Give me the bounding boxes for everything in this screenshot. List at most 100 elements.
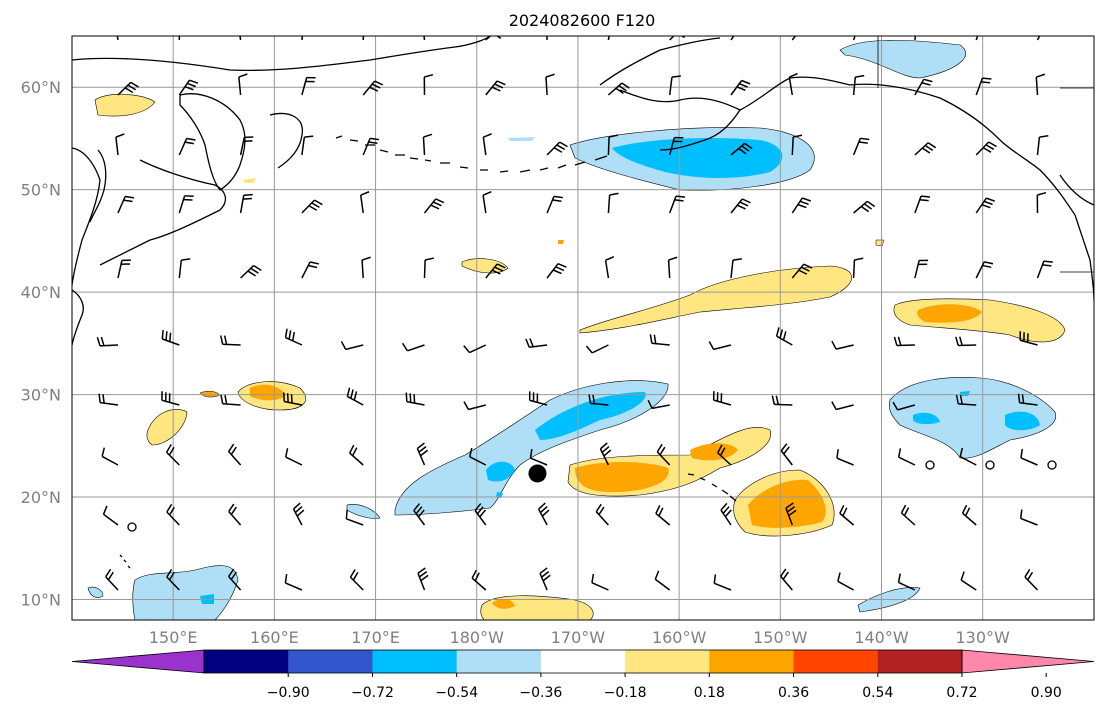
- wind-barb: [546, 141, 568, 156]
- wind-barb: [166, 503, 180, 526]
- lat-tick-label: 20°N: [21, 488, 61, 507]
- wind-barb: [471, 569, 487, 591]
- wind-barb: [839, 504, 855, 526]
- colorbar-tick-label: −0.36: [519, 685, 562, 701]
- wind-barb: [362, 36, 365, 41]
- wind-barb: [238, 73, 248, 96]
- wind-barb: [975, 36, 979, 41]
- wind-barb: [166, 568, 180, 591]
- wind-barb: [482, 133, 492, 156]
- wind-barb: [401, 342, 425, 352]
- wind-barb: [893, 336, 915, 347]
- colorbar-outline: [203, 649, 963, 674]
- lon-tick-label: 150°E: [149, 628, 198, 647]
- colorbar-tick-label: −0.72: [351, 685, 394, 701]
- wind-barb: [469, 447, 487, 466]
- wind-barb: [730, 36, 735, 41]
- wind-barb: [1035, 73, 1046, 96]
- wind-barb: [485, 80, 506, 96]
- wind-barb: [791, 263, 813, 279]
- wind-barb: [239, 36, 242, 41]
- wind-barb: [975, 261, 994, 279]
- wind-barb: [791, 197, 812, 214]
- wind-barb: [292, 502, 305, 526]
- map-background: [72, 36, 1094, 620]
- wind-barb: [647, 399, 670, 410]
- lat-tick-label: 10°N: [21, 591, 61, 610]
- lon-tick-label: 180°W: [450, 628, 505, 647]
- wind-barb: [117, 259, 131, 279]
- anomaly-region-east-negative: [889, 377, 1057, 459]
- anomaly-fills: [87, 39, 1066, 620]
- wind-barb: [284, 448, 303, 466]
- wind-barb: [284, 573, 303, 591]
- wind-barb: [780, 443, 793, 466]
- wind-barb: [546, 36, 548, 41]
- wind-barb: [423, 198, 445, 214]
- colorbar-tick-label: −0.18: [604, 685, 647, 701]
- wind-barb: [228, 503, 242, 526]
- wind-barb: [545, 73, 555, 96]
- figure-title: 2024082600 F120: [509, 11, 656, 30]
- wind-barb: [791, 36, 807, 41]
- wind-barb: [539, 567, 551, 591]
- wind-barb: [900, 504, 916, 526]
- wind-barb: [791, 134, 803, 156]
- wind-barb: [482, 190, 492, 214]
- wind-barb: [340, 341, 364, 351]
- wind-barb: [284, 328, 303, 346]
- colorbar-tick-label: −0.90: [267, 685, 310, 701]
- colorbar-tick-label: 0.54: [862, 685, 893, 701]
- wind-barb: [955, 394, 977, 406]
- colorbar-segment: [372, 650, 458, 673]
- wind-barb: [546, 195, 564, 214]
- colorbar-tick-label: 0.18: [694, 685, 725, 701]
- anomaly-region-south-positive: [480, 239, 885, 620]
- wind-barb: [416, 442, 429, 466]
- colorbar-tick-label: −0.54: [435, 685, 478, 701]
- wind-barb: [345, 509, 364, 526]
- wind-barb: [713, 574, 732, 591]
- wind-barb: [914, 36, 917, 41]
- colorbar-tick-label: 0.72: [946, 685, 977, 701]
- wind-barb: [960, 571, 977, 591]
- wind-barb: [649, 334, 670, 346]
- wind-barb: [831, 401, 854, 411]
- colorbar-segment: [456, 650, 542, 673]
- wind-barb: [853, 200, 876, 214]
- colorbar-segment: [793, 650, 879, 673]
- wind-barb: [712, 391, 732, 406]
- wind-barb: [228, 443, 242, 466]
- wind-barb: [346, 387, 364, 406]
- wind-barb: [546, 263, 567, 279]
- wind-barb: [463, 344, 487, 354]
- wind-barb: [115, 133, 125, 156]
- wind-barb: [101, 447, 119, 466]
- wind-barb: [239, 193, 253, 214]
- wind-barb: [102, 505, 119, 526]
- anomaly-region-40n-positive: [461, 258, 852, 334]
- wind-barb: [178, 137, 196, 156]
- wind-barb: [897, 448, 916, 466]
- wind-barb: [178, 79, 199, 96]
- wind-barb: [975, 197, 996, 214]
- wind-barb: [116, 36, 119, 41]
- storm-position-marker: [528, 464, 547, 483]
- wind-barb: [975, 77, 992, 96]
- wind-barb: [668, 75, 681, 96]
- wind-barb: [165, 444, 180, 466]
- wind-barb: [585, 344, 609, 354]
- wind-barb: [474, 503, 487, 526]
- wind-barb: [654, 570, 671, 591]
- wind-barb: [852, 257, 864, 279]
- colorbar-segment: [540, 650, 626, 673]
- wind-barb: [423, 257, 435, 279]
- wind-barb: [301, 36, 304, 41]
- wind-barb: [975, 141, 997, 156]
- wind-barb: [301, 76, 316, 96]
- wind-barb: [485, 263, 506, 279]
- graticule: [72, 36, 1094, 620]
- anomaly-region-central-negative: [346, 380, 669, 519]
- wind-barb: [604, 255, 615, 279]
- wind-barb: [301, 199, 323, 214]
